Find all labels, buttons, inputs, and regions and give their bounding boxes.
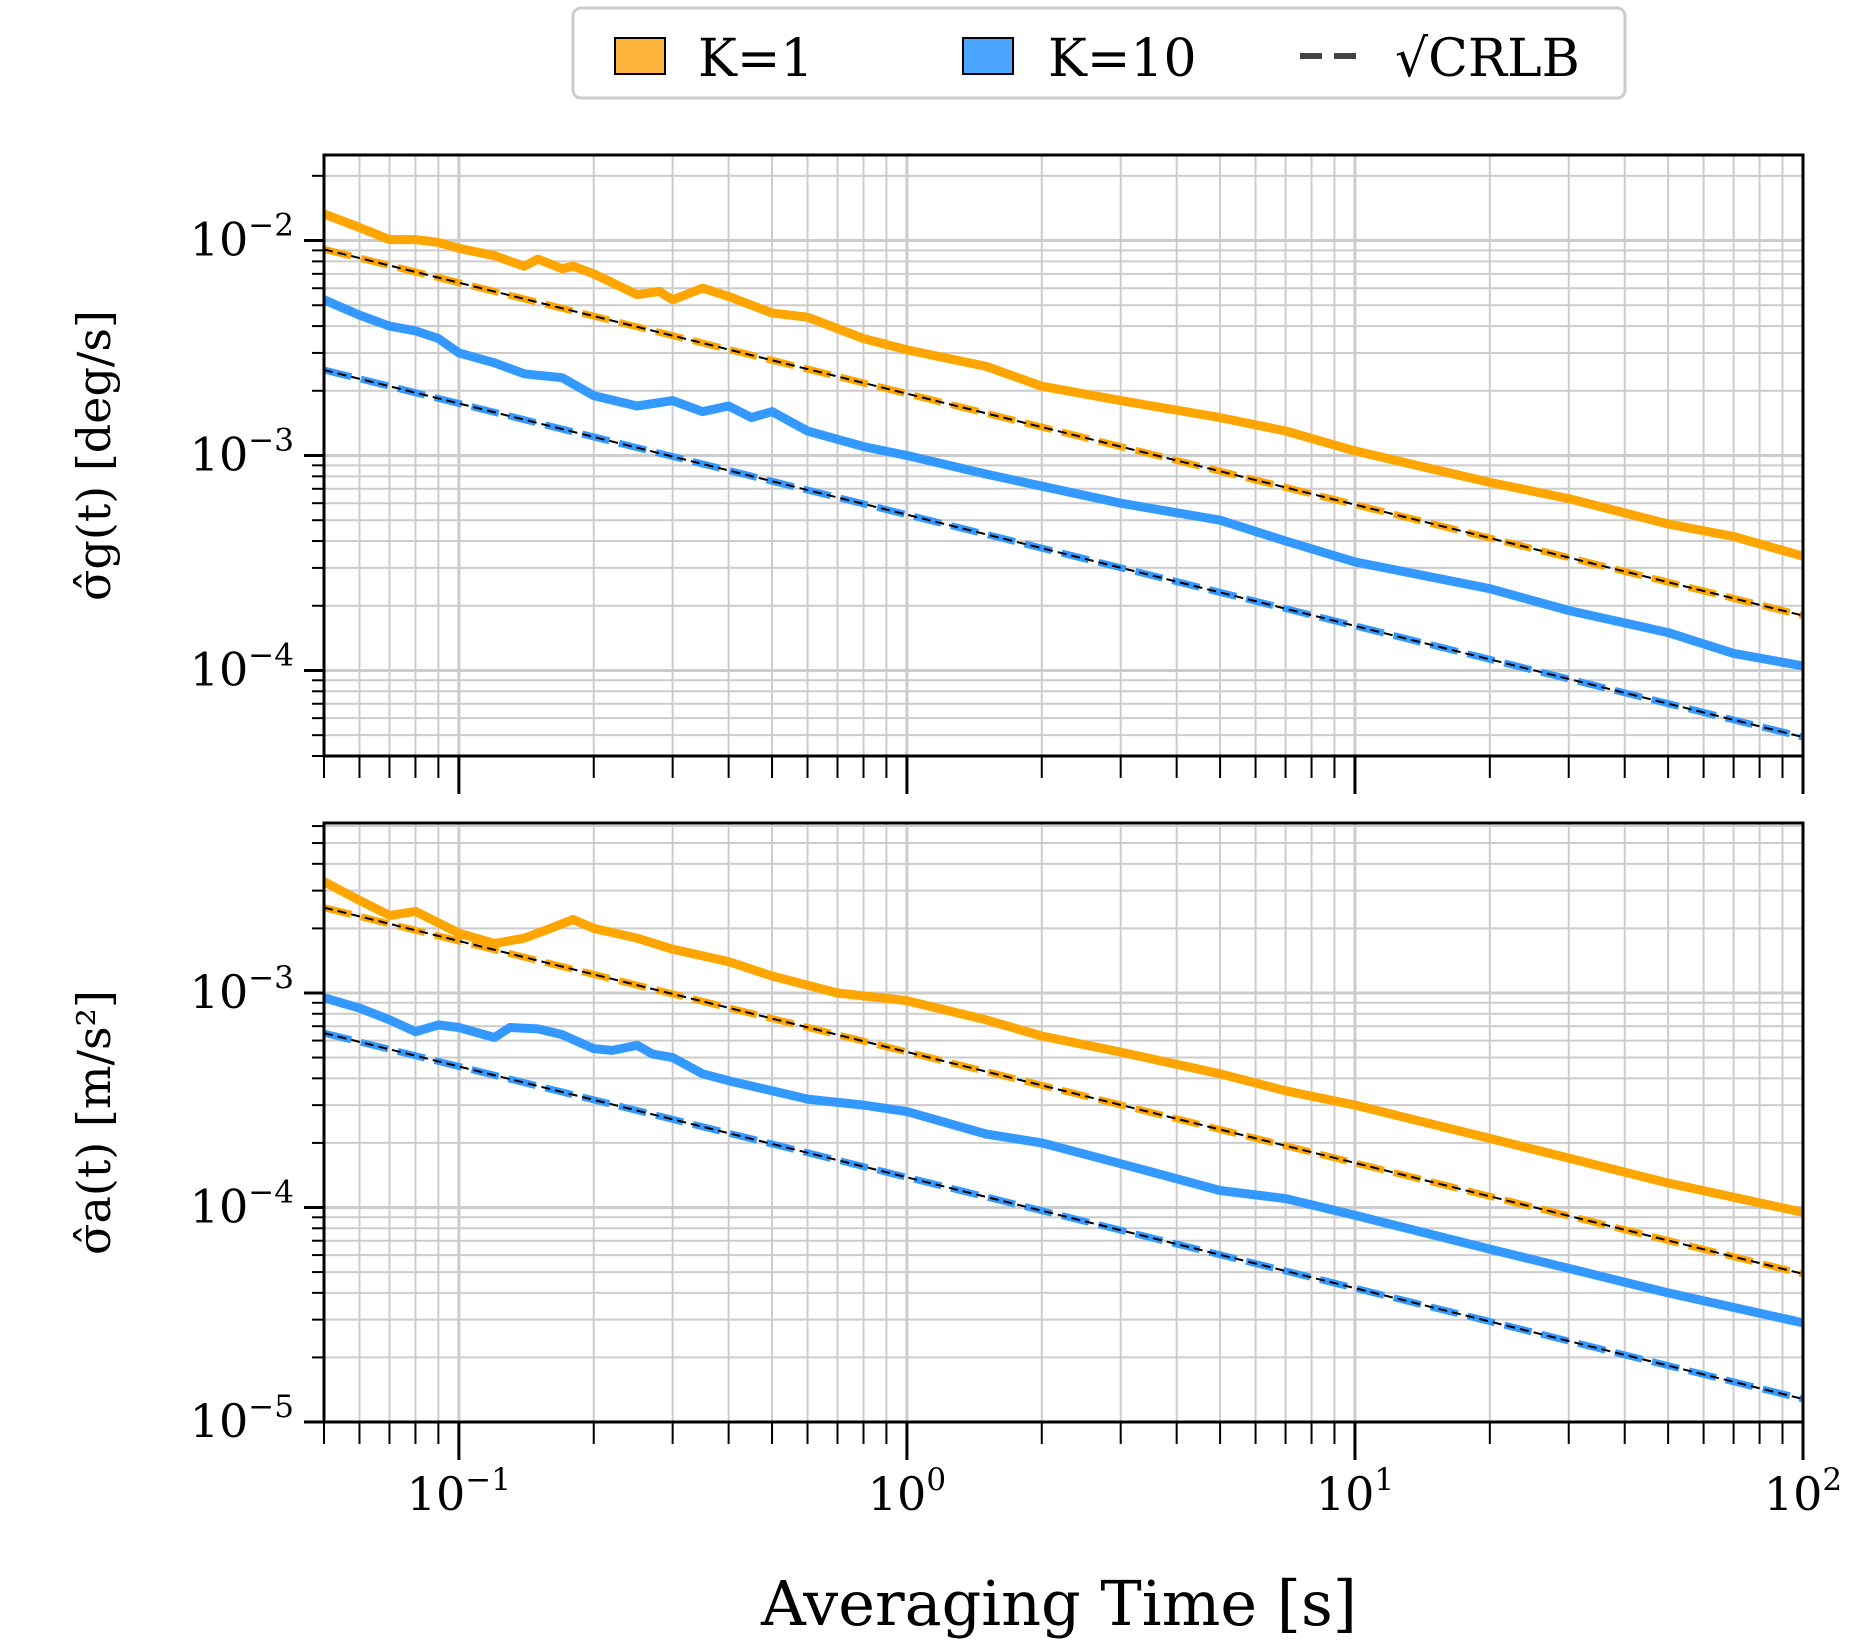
series-group — [324, 877, 1803, 1403]
series-crlb-overlay-2 — [324, 906, 1803, 1275]
legend: K=1 K=10 √CRLB — [571, 6, 1627, 100]
y-tick-label: 10−3 — [190, 960, 294, 1019]
legend-label-k10: K=10 — [1048, 29, 1197, 89]
y-tick-label: 10−3 — [190, 423, 294, 482]
panel-1: 10−4 10−3 10−2 σ̂g(t) [deg/s] — [67, 153, 1805, 794]
y-tick-labels: 10−5 10−4 10−3 — [190, 960, 294, 1448]
panels: 10−410−310−2σ̂g(t) [deg/s]10−510−410−310… — [67, 153, 1842, 1521]
axes-frame — [322, 821, 1805, 1424]
series-k1 — [324, 877, 1803, 1217]
y-axis-label: σ̂g(t) [deg/s] — [67, 310, 121, 601]
grid — [323, 823, 1805, 1424]
legend-frame — [571, 6, 1627, 100]
panel-2: 10−5 10−4 10−3 10−1 100 101 102 σ̂a(t) [m/s²] — [67, 821, 1842, 1521]
series-k10 — [324, 993, 1803, 1328]
y-tick-label: 10−4 — [190, 1174, 294, 1233]
series-k10 — [324, 295, 1803, 671]
y-tick-label: 10−5 — [190, 1389, 294, 1448]
grid — [323, 155, 1805, 757]
series-group — [324, 209, 1803, 741]
series-k1 — [324, 209, 1803, 561]
series-crlb-overlay-2 — [324, 248, 1803, 617]
y-tick-label: 10−2 — [190, 208, 294, 267]
legend-label-k1: K=1 — [698, 29, 814, 89]
x-ticks — [323, 1422, 1805, 1460]
series-crlb-overlay-3 — [324, 1032, 1803, 1400]
x-axis-label: Averaging Time [s] — [760, 1567, 1357, 1640]
y-axis-label: σ̂a(t) [m/s²] — [67, 990, 121, 1255]
legend-swatch-k1 — [614, 37, 666, 75]
y-tick-label: 10−4 — [190, 637, 294, 696]
x-tick-label: 101 — [1316, 1462, 1394, 1521]
x-ticks — [323, 756, 1805, 794]
y-ticks — [304, 174, 324, 757]
x-tick-label: 10−1 — [407, 1462, 511, 1521]
series-crlb-overlay-3 — [324, 369, 1803, 739]
legend-label-crlb: √CRLB — [1395, 29, 1580, 89]
legend-swatch-k10 — [962, 37, 1014, 75]
x-tick-label: 100 — [868, 1462, 946, 1521]
y-ticks — [304, 825, 324, 1424]
y-tick-labels: 10−4 10−3 10−2 — [190, 208, 294, 697]
x-tick-labels: 10−1 100 101 102 — [407, 1462, 1842, 1521]
x-tick-label: 102 — [1764, 1462, 1842, 1521]
